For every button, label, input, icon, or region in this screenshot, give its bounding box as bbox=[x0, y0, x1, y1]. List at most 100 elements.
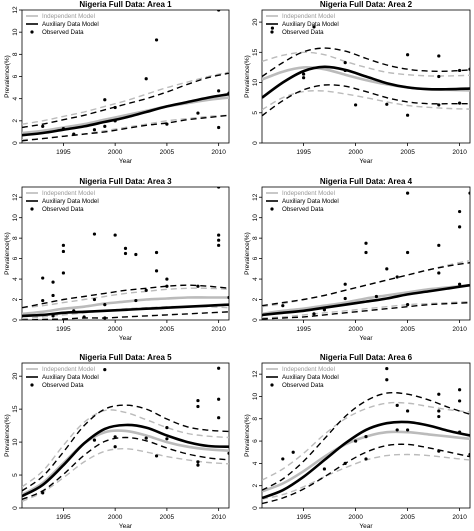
observed-point bbox=[217, 233, 221, 237]
legend-label: Auxiliary Data Model bbox=[282, 21, 339, 28]
legend-label: Observed Data bbox=[282, 29, 324, 36]
observed-point bbox=[291, 450, 295, 454]
observed-point bbox=[113, 233, 117, 237]
observed-point bbox=[196, 398, 200, 403]
x-tick-label: 2005 bbox=[160, 149, 175, 156]
y-tick-label: 15 bbox=[12, 405, 19, 413]
observed-point bbox=[458, 209, 462, 214]
x-axis-label: Year bbox=[119, 523, 133, 530]
x-axis-label: Year bbox=[359, 158, 373, 165]
observed-point bbox=[458, 430, 462, 434]
observed-point bbox=[217, 397, 221, 401]
observed-point bbox=[406, 113, 410, 117]
observed-point bbox=[437, 74, 441, 79]
observed-point bbox=[270, 26, 274, 30]
observed-point bbox=[354, 103, 358, 107]
observed-point bbox=[72, 309, 76, 313]
legend-swatch bbox=[270, 383, 274, 387]
observed-point bbox=[217, 187, 221, 189]
observed-point bbox=[385, 378, 389, 382]
independent-model-lower-line bbox=[22, 447, 229, 503]
observed-point bbox=[165, 425, 169, 430]
observed-point bbox=[281, 304, 285, 308]
independent-model-upper-line bbox=[22, 409, 229, 488]
observed-point bbox=[437, 243, 441, 247]
observed-point bbox=[92, 297, 97, 302]
observed-point bbox=[302, 72, 306, 76]
legend-label: Independent Model bbox=[42, 13, 95, 20]
y-tick-label: 0 bbox=[12, 141, 19, 145]
observed-point bbox=[92, 438, 97, 442]
y-tick-label: 12 bbox=[252, 370, 259, 378]
chart-title: Nigeria Full Data: Area 2 bbox=[320, 0, 413, 9]
x-axis-label: Year bbox=[119, 158, 133, 165]
plot-frame bbox=[261, 186, 471, 321]
legend-label: Auxiliary Data Model bbox=[42, 21, 99, 28]
observed-point bbox=[92, 232, 97, 236]
observed-point bbox=[217, 416, 221, 420]
observed-point bbox=[113, 435, 117, 439]
independent-model-mean-line bbox=[22, 96, 229, 135]
x-tick-label: 2000 bbox=[348, 326, 363, 333]
auxiliary-model-lower-line bbox=[262, 84, 470, 117]
observed-point bbox=[395, 403, 399, 407]
x-tick-label: 1995 bbox=[56, 326, 71, 333]
auxiliary-model-mean-line bbox=[262, 420, 470, 500]
observed-point bbox=[312, 25, 316, 29]
observed-point bbox=[406, 303, 410, 307]
y-tick-label: 15 bbox=[252, 48, 259, 56]
observed-point bbox=[217, 238, 221, 242]
observed-point bbox=[406, 409, 410, 413]
x-tick-label: 2000 bbox=[108, 514, 123, 521]
y-tick-label: 10 bbox=[12, 438, 19, 446]
observed-point bbox=[468, 67, 470, 71]
plot-area bbox=[262, 366, 470, 505]
observed-point bbox=[123, 246, 128, 250]
x-axis-label: Year bbox=[119, 335, 133, 342]
observed-point bbox=[437, 54, 441, 58]
x-tick-label: 2005 bbox=[400, 149, 415, 156]
observed-point bbox=[82, 315, 86, 319]
observed-point bbox=[41, 124, 45, 128]
observed-point bbox=[343, 60, 347, 65]
y-axis-label: Prevalence(%) bbox=[244, 232, 251, 275]
y-tick-label: 10 bbox=[12, 214, 19, 222]
observed-point bbox=[364, 435, 368, 439]
y-tick-label: 10 bbox=[252, 79, 259, 87]
x-tick-label: 2005 bbox=[160, 514, 175, 521]
y-tick-label: 8 bbox=[12, 236, 19, 240]
independent-model-upper-line bbox=[22, 287, 229, 309]
y-tick-label: 0 bbox=[252, 141, 259, 145]
observed-point bbox=[437, 103, 441, 107]
observed-point bbox=[41, 298, 45, 303]
observed-point bbox=[458, 282, 462, 286]
auxiliary-model-lower-line bbox=[262, 301, 470, 320]
observed-point bbox=[72, 132, 76, 136]
observed-point bbox=[217, 89, 221, 93]
y-axis-label: Prevalence(%) bbox=[4, 55, 11, 98]
observed-point bbox=[165, 437, 169, 441]
legend-label: Observed Data bbox=[42, 206, 84, 213]
observed-point bbox=[437, 414, 441, 419]
observed-point bbox=[41, 491, 45, 495]
observed-point bbox=[134, 252, 138, 257]
x-tick-label: 2010 bbox=[452, 514, 467, 521]
y-tick-label: 8 bbox=[12, 52, 19, 56]
independent-model-upper-line bbox=[262, 401, 470, 481]
plot-area bbox=[22, 366, 229, 503]
independent-model-mean-line bbox=[262, 66, 470, 92]
observed-point bbox=[144, 436, 148, 440]
observed-point bbox=[123, 251, 128, 256]
x-tick-label: 2000 bbox=[108, 149, 123, 156]
observed-point bbox=[217, 125, 221, 130]
chart-title: Nigeria Full Data: Area 3 bbox=[79, 177, 172, 186]
observed-point bbox=[92, 128, 97, 132]
observed-point bbox=[113, 445, 117, 449]
observed-point bbox=[227, 451, 229, 455]
observed-point bbox=[437, 449, 441, 453]
observed-point bbox=[364, 457, 368, 461]
independent-model-mean-line bbox=[22, 429, 229, 496]
